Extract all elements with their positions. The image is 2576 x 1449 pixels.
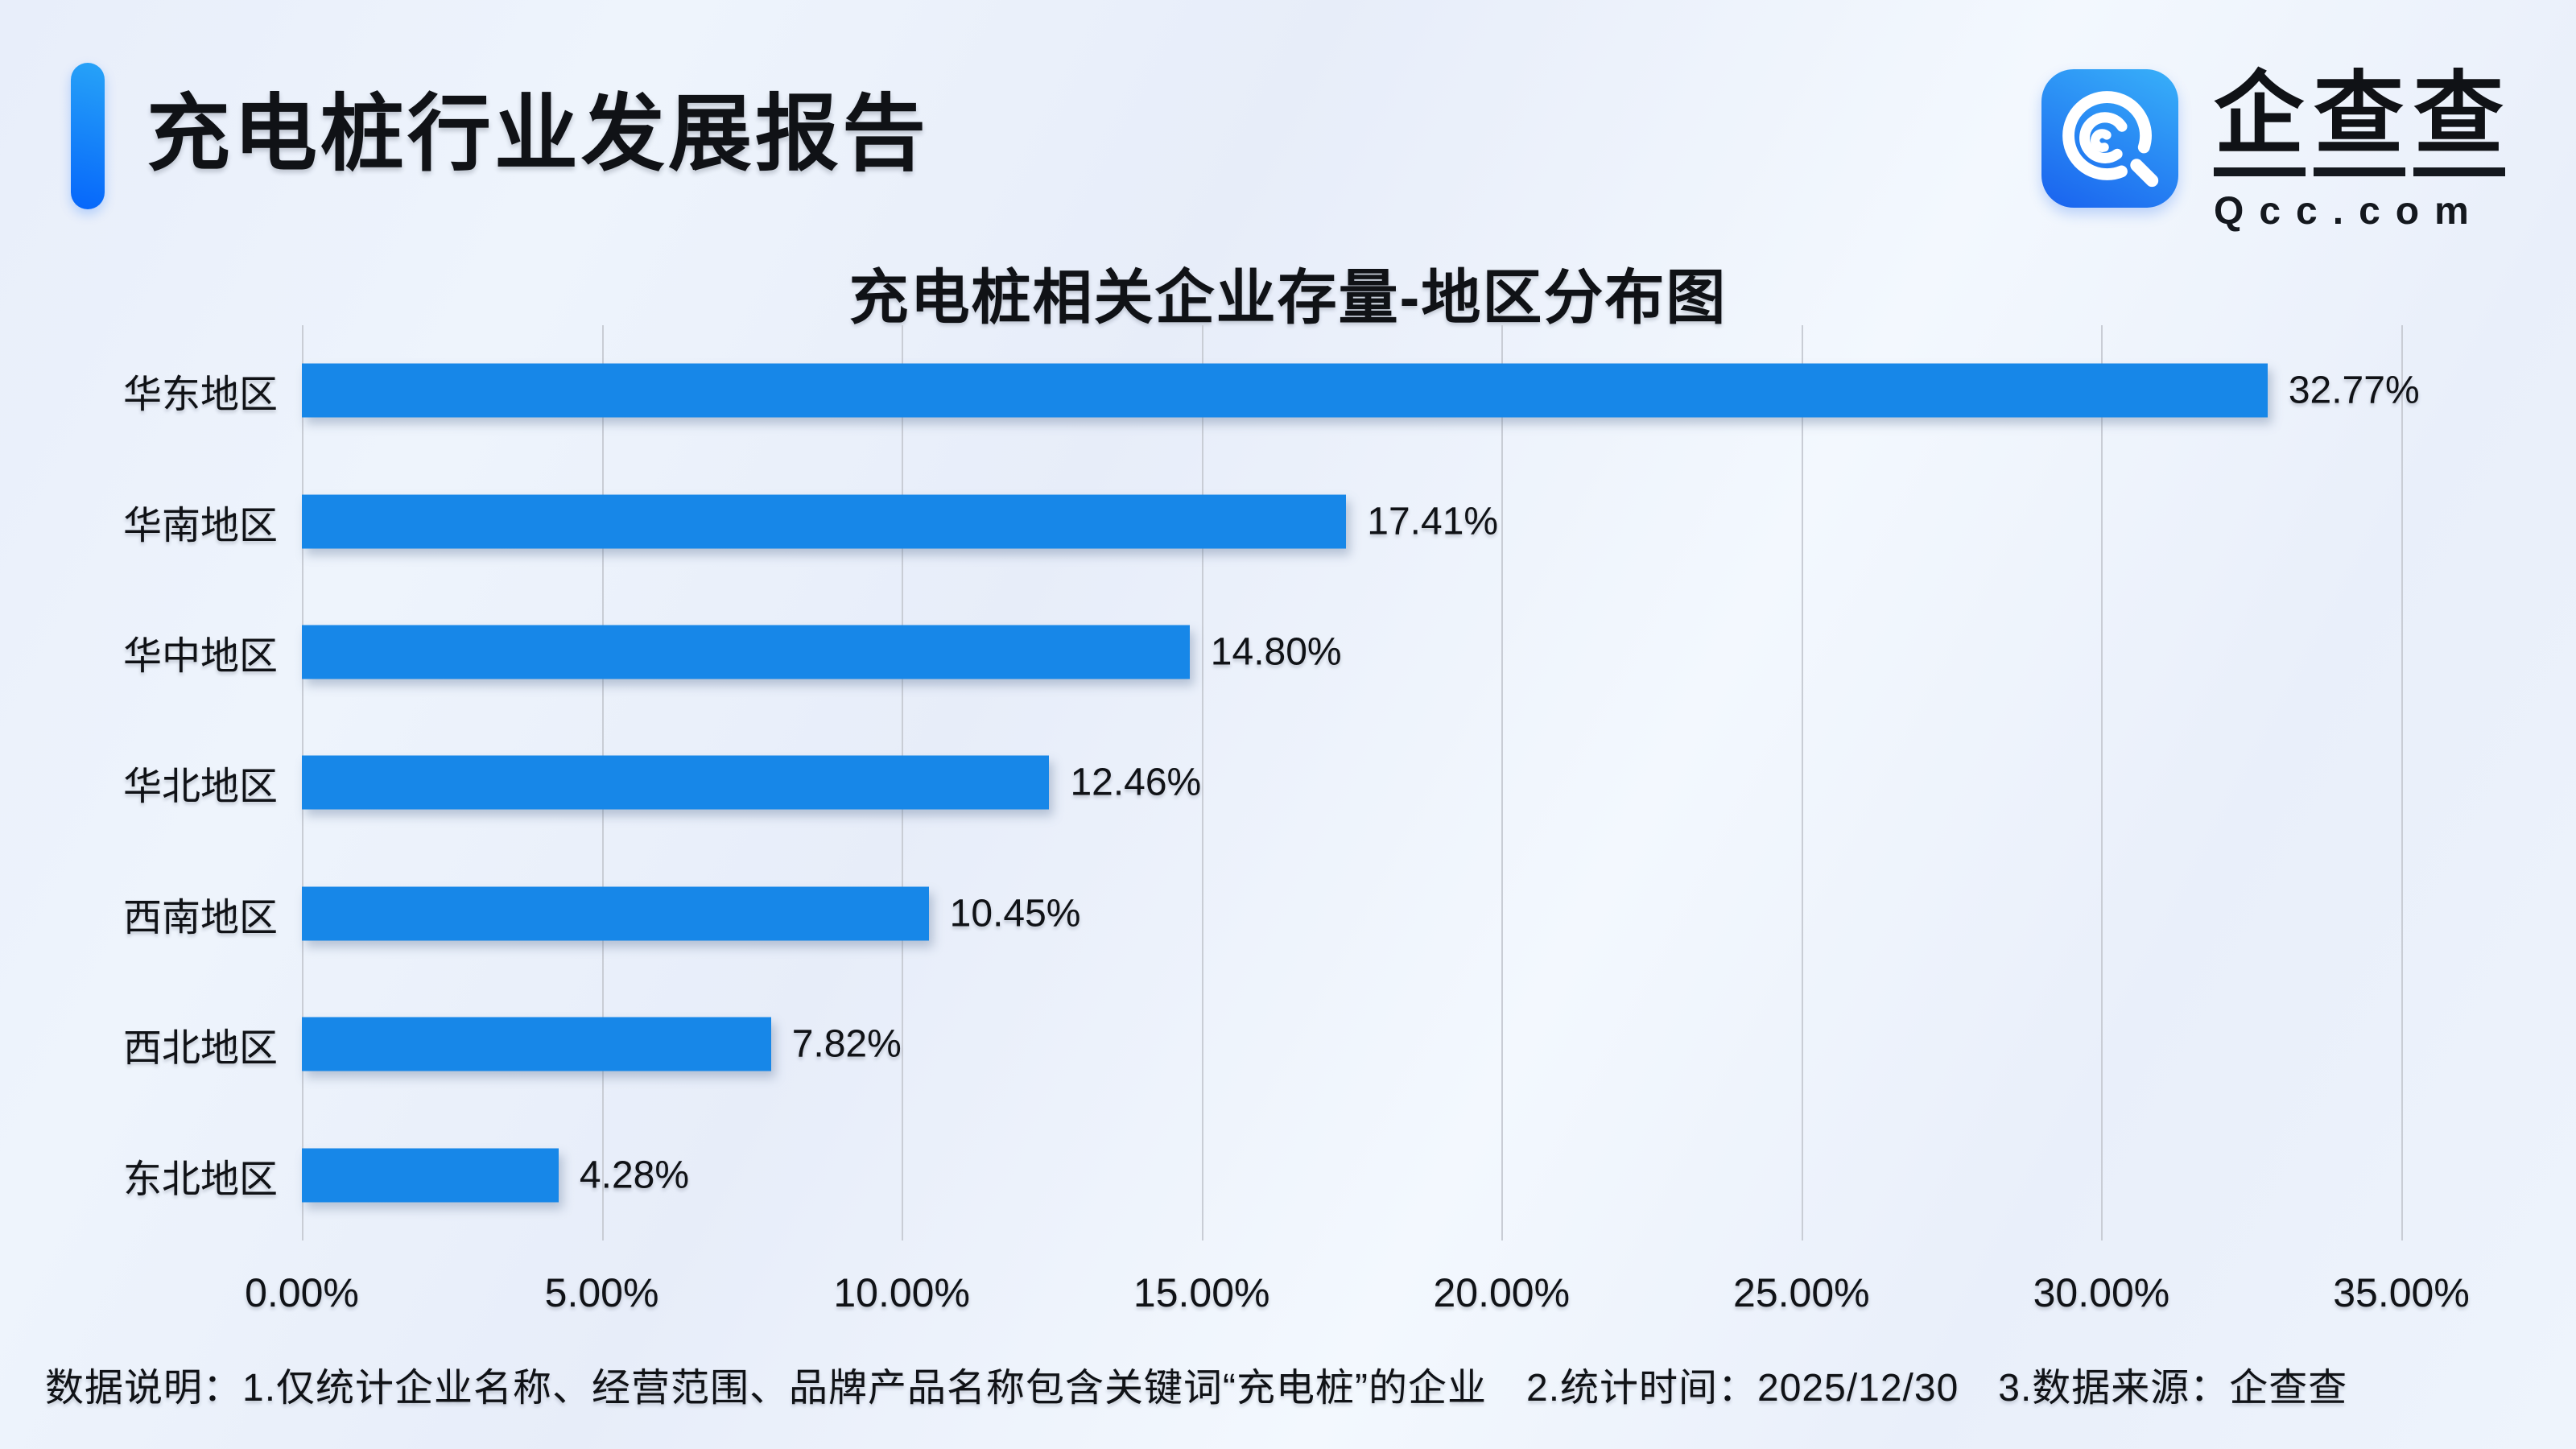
category-label: 华南地区 [122,504,278,547]
value-label: 17.41% [1367,500,1499,543]
x-tick-label: 30.00% [2033,1270,2170,1315]
page-title: 充电桩行业发展报告 [147,88,930,181]
category-label: 华北地区 [122,766,278,809]
brand-char: 查 [2413,69,2505,176]
bar [302,1148,559,1203]
chart-row: 西南地区 10.45% [123,848,2401,979]
chart-title: 充电桩相关企业存量-地区分布图 [848,264,1728,331]
qcc-logo: 企查查 Qcc.com [2041,69,2505,233]
category-label: 华中地区 [122,635,278,679]
gridline [1201,325,1203,1241]
gridline [1801,325,1803,1241]
brand-name: 企查查 [2214,69,2505,176]
chart-row: 华东地区 32.77% [123,325,2420,456]
x-tick-label: 5.00% [544,1270,659,1315]
chart-row: 华北地区 12.46% [123,717,2401,848]
category-label: 东北地区 [122,1158,278,1201]
chart-row: 东北地区 4.28% [123,1110,2401,1241]
brand-domain: Qcc.com [2214,190,2484,233]
gridline [2101,325,2103,1241]
bar [302,886,929,941]
bar-chart: 华东地区 32.77% 华南地区 17.41% 华中地区 14.80% 华北地区 12.46%… [123,325,2470,1315]
chart-row: 华南地区 17.41% [123,456,2401,586]
brand-char: 企 [2214,69,2306,176]
x-tick-label: 25.00% [1733,1270,1870,1315]
bar [302,755,1050,810]
title-accent-bar [71,63,105,209]
x-tick-label: 10.00% [833,1270,970,1315]
value-label: 12.46% [1070,761,1202,804]
category-label: 华东地区 [122,374,278,417]
value-label: 10.45% [949,892,1081,935]
category-label: 西北地区 [122,1027,278,1071]
value-label: 14.80% [1210,630,1342,674]
bar [302,363,2268,418]
x-tick-label: 20.00% [1433,1270,1571,1315]
bar [302,625,1190,679]
qcc-magnifier-icon [2041,69,2178,208]
logo-text-block: 企查查 Qcc.com [2214,69,2505,233]
x-tick-label: 0.00% [245,1270,359,1315]
x-tick-label: 15.00% [1133,1270,1270,1315]
gridline [2401,325,2403,1241]
value-label: 7.82% [791,1022,902,1066]
value-label: 32.77% [2288,369,2420,412]
category-label: 西南地区 [122,896,278,939]
gridline [1501,325,1504,1241]
value-label: 4.28% [579,1154,690,1197]
footnote: 数据说明：1.仅统计企业名称、经营范围、品牌产品名称包含关键词“充电桩”的企业 … [45,1367,2348,1410]
chart-row: 西北地区 7.82% [123,979,2401,1109]
bar [302,1017,771,1071]
bar [302,494,1347,549]
x-tick-label: 35.00% [2333,1270,2470,1315]
chart-row: 华中地区 14.80% [123,587,2401,717]
brand-char: 查 [2314,69,2405,176]
